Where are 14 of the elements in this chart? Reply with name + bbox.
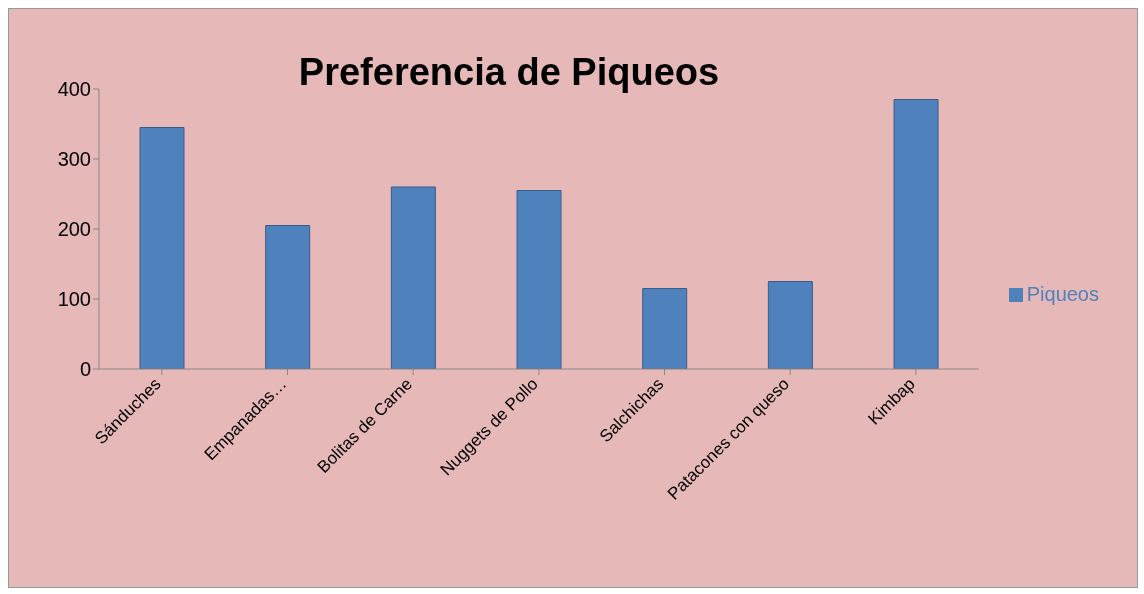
bar xyxy=(893,99,939,369)
y-tick-label: 400 xyxy=(57,78,91,101)
y-tick-label: 200 xyxy=(57,218,91,241)
legend-label: Piqueos xyxy=(1026,282,1099,305)
bar xyxy=(390,186,436,369)
bar xyxy=(516,190,562,369)
y-tick-label: 300 xyxy=(57,148,91,171)
bar xyxy=(642,288,688,369)
y-tick-label: 100 xyxy=(57,288,91,311)
y-tick-label: 0 xyxy=(79,358,91,381)
chart-title: Preferencia de Piqueos xyxy=(298,51,720,93)
bar xyxy=(139,127,185,369)
bar xyxy=(265,225,311,369)
bar xyxy=(767,281,813,369)
